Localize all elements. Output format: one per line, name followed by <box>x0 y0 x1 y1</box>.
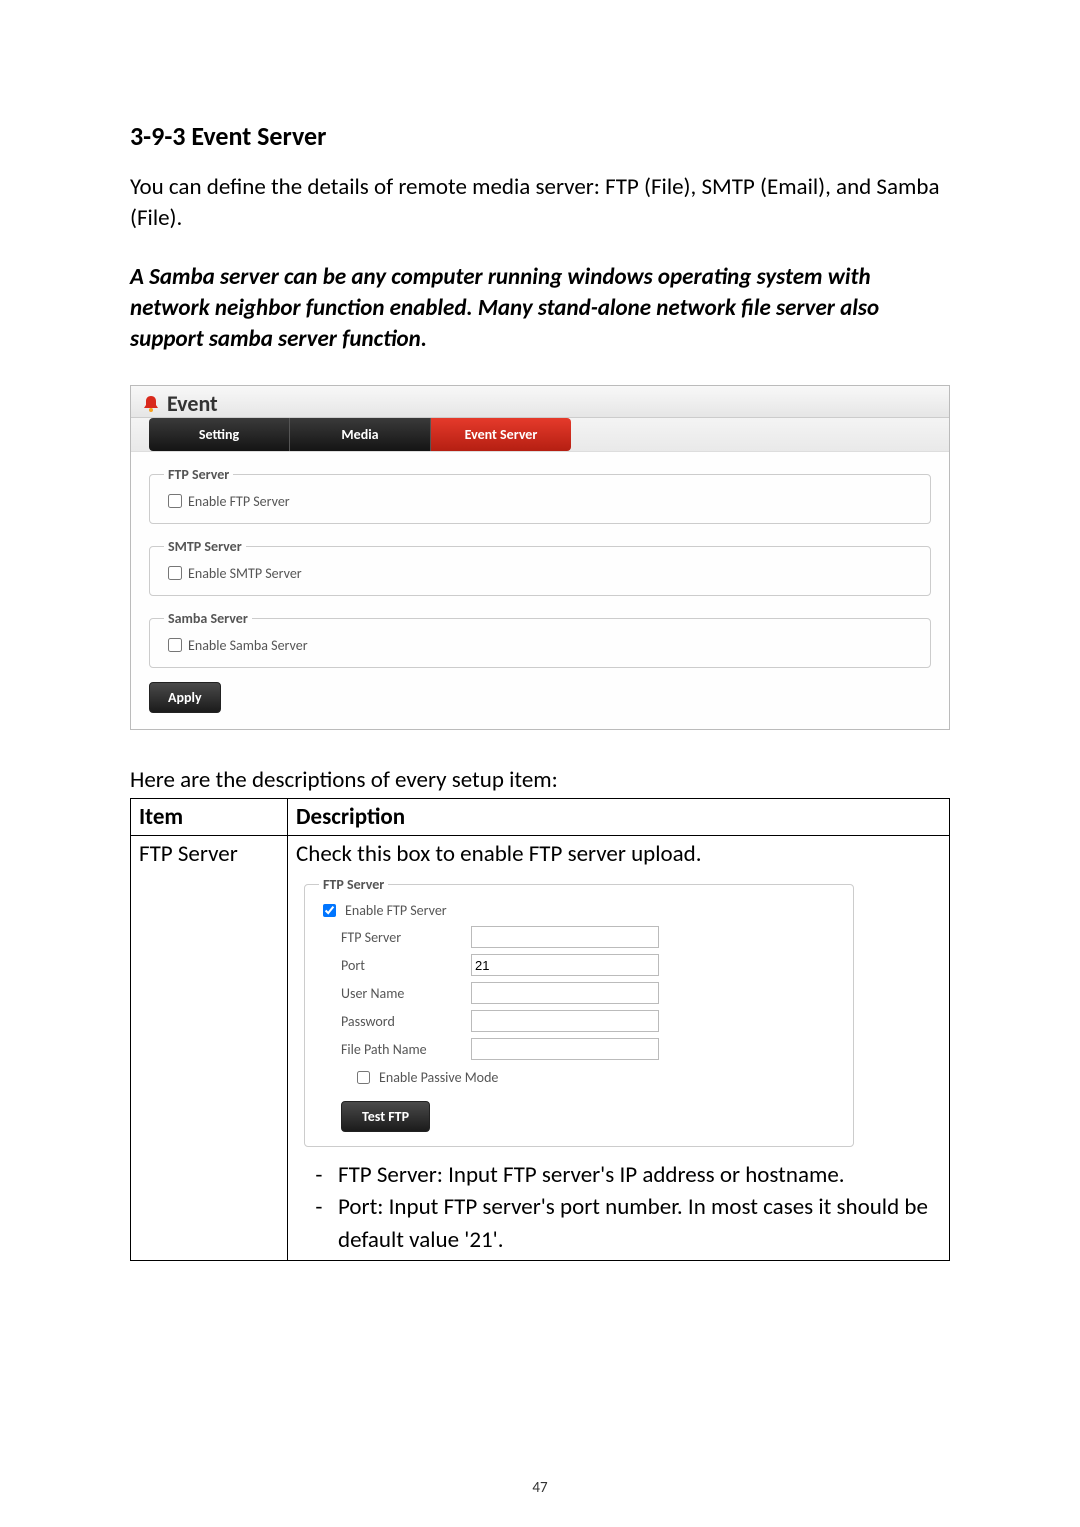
enable-samba-checkbox[interactable] <box>168 638 182 652</box>
enable-samba-label: Enable Samba Server <box>188 637 308 654</box>
enable-smtp-checkbox[interactable] <box>168 566 182 580</box>
table-head-description: Description <box>288 799 950 836</box>
ftp-detail-fieldset: FTP Server Enable FTP Server FTP Server … <box>304 876 854 1147</box>
enable-smtp-label: Enable SMTP Server <box>188 565 302 582</box>
samba-server-fieldset: Samba Server Enable Samba Server <box>149 610 931 668</box>
bullet-ftp-server: FTP Server: Input FTP server's IP addres… <box>338 1159 941 1191</box>
event-panel-body: FTP Server Enable FTP Server SMTP Server… <box>131 452 949 729</box>
password-input[interactable] <box>471 1010 659 1032</box>
ftp-detail-enable-checkbox[interactable] <box>323 904 336 917</box>
event-panel: Event Setting Media Event Server FTP Ser… <box>130 385 950 730</box>
ftp-server-input[interactable] <box>471 926 659 948</box>
enable-ftp-checkbox[interactable] <box>168 494 182 508</box>
tabs-row: Setting Media Event Server <box>131 418 949 452</box>
table-row-description: Check this box to enable FTP server uplo… <box>288 836 950 1261</box>
username-field-label: User Name <box>341 985 471 1002</box>
ftp-detail-legend: FTP Server <box>319 876 388 893</box>
event-panel-header: Event <box>131 386 949 418</box>
smtp-server-fieldset: SMTP Server Enable SMTP Server <box>149 538 931 596</box>
apply-button[interactable]: Apply <box>149 682 221 713</box>
ftp-server-fieldset: FTP Server Enable FTP Server <box>149 466 931 524</box>
port-input[interactable] <box>471 954 659 976</box>
username-input[interactable] <box>471 982 659 1004</box>
emphasis-paragraph: A Samba server can be any computer runni… <box>130 262 950 355</box>
table-intro: Here are the descriptions of every setup… <box>130 766 950 794</box>
password-field-label: Password <box>341 1013 471 1030</box>
port-field-label: Port <box>341 957 471 974</box>
tab-event-server[interactable]: Event Server <box>431 418 571 451</box>
page-number: 47 <box>0 1479 1080 1497</box>
table-row-item: FTP Server <box>131 836 288 1261</box>
description-table: Item Description FTP Server Check this b… <box>130 798 950 1261</box>
ftp-server-legend: FTP Server <box>164 466 233 483</box>
tab-media[interactable]: Media <box>290 418 431 451</box>
samba-server-legend: Samba Server <box>164 610 252 627</box>
smtp-server-legend: SMTP Server <box>164 538 246 555</box>
bell-icon <box>141 394 161 414</box>
filepath-input[interactable] <box>471 1038 659 1060</box>
passive-mode-label: Enable Passive Mode <box>379 1069 498 1086</box>
intro-paragraph: You can define the details of remote med… <box>130 172 950 234</box>
section-heading: 3-9-3 Event Server <box>130 120 950 152</box>
enable-ftp-label: Enable FTP Server <box>188 493 290 510</box>
passive-mode-checkbox[interactable] <box>357 1071 370 1084</box>
ftp-detail-enable-label: Enable FTP Server <box>345 902 447 919</box>
bullet-port: Port: Input FTP server's port number. In… <box>338 1191 941 1255</box>
table-head-item: Item <box>131 799 288 836</box>
desc-line-1: Check this box to enable FTP server uplo… <box>296 840 941 868</box>
filepath-field-label: File Path Name <box>341 1041 471 1058</box>
test-ftp-button[interactable]: Test FTP <box>341 1101 430 1132</box>
ftp-server-field-label: FTP Server <box>341 929 471 946</box>
event-panel-title: Event <box>167 390 218 417</box>
tab-setting[interactable]: Setting <box>149 418 290 451</box>
